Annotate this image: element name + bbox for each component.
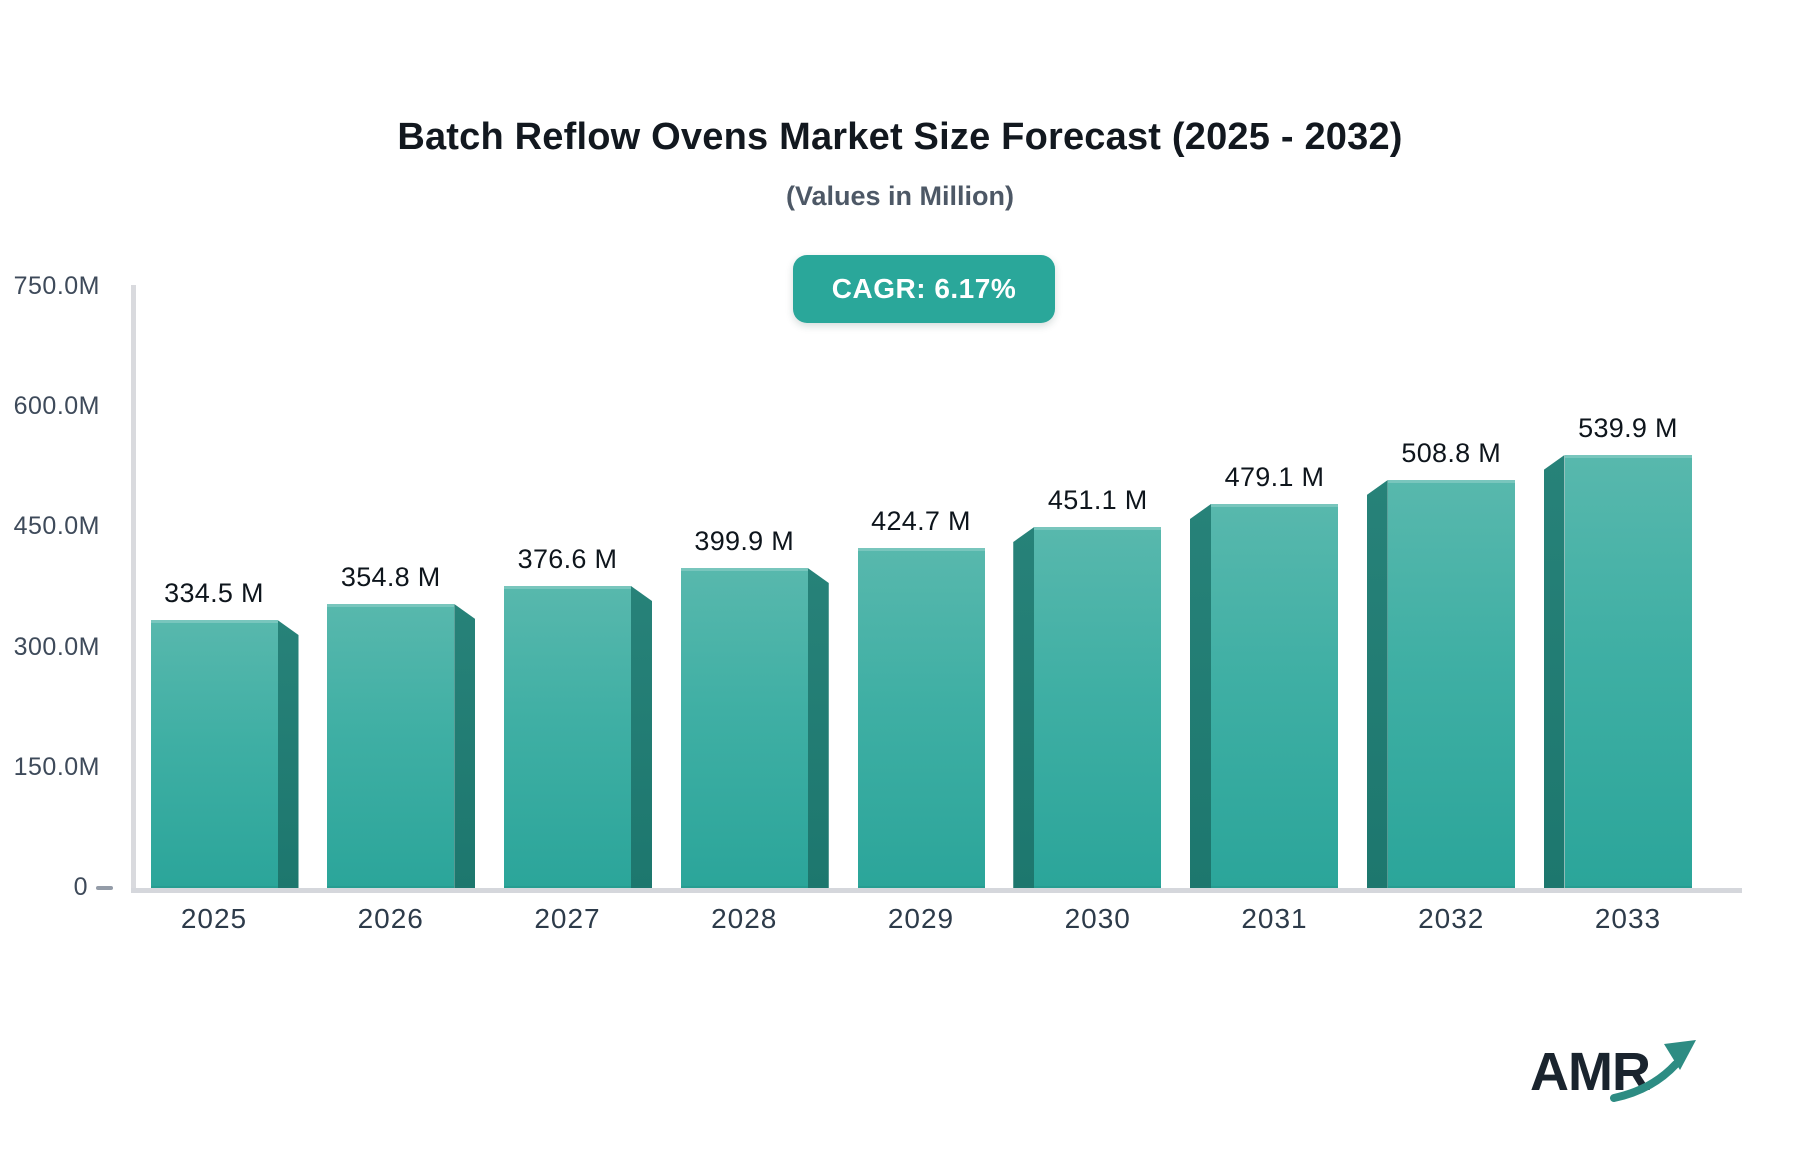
bar-value-label: 508.8 M: [1401, 438, 1502, 468]
bar-3d-side: [631, 586, 652, 888]
chart-subtitle: (Values in Million): [785, 181, 1015, 211]
bar-face: [1034, 527, 1162, 888]
bar-value-label: 539.9 M: [1578, 413, 1678, 443]
bar-2032: [1366, 480, 1515, 888]
bar-2033: [1543, 455, 1692, 888]
bar-3d-side: [1543, 455, 1565, 888]
bar-value-label: 334.5 M: [164, 578, 264, 608]
bar-face: [1211, 504, 1338, 888]
y-tick-label-300.0M: 300.0M: [13, 633, 100, 661]
bar-value-label: 424.7 M: [871, 506, 971, 536]
x-tick-label-2032: 2032: [1418, 903, 1485, 934]
y-tick-label-750.0M: 750.0M: [13, 272, 100, 300]
bar-face: [150, 620, 278, 888]
zero-tick-mark: [96, 886, 113, 890]
bar-face: [857, 548, 985, 888]
bar-value-label: 399.9 M: [694, 526, 795, 556]
y-axis-line: [131, 285, 136, 893]
bar-value-label: 451.1 M: [1047, 485, 1148, 515]
y-tick-label-150.0M: 150.0M: [13, 753, 100, 781]
bar-2026: [327, 604, 476, 888]
bar-2025: [150, 620, 299, 888]
x-tick-label-2027: 2027: [534, 903, 601, 934]
cagr-badge-label: CAGR: 6.17%: [831, 273, 1017, 304]
bar-2028: [680, 568, 829, 888]
x-tick-label-2029: 2029: [887, 903, 955, 934]
amr-logo: AMR: [1530, 1040, 1696, 1102]
bar-face: [1564, 455, 1692, 888]
bar-3d-side: [807, 568, 829, 888]
bar-face: [327, 604, 455, 888]
bar-value-label: 479.1 M: [1224, 462, 1325, 492]
bar-3d-side: [1190, 504, 1211, 888]
bar-3d-side: [1013, 527, 1035, 888]
bar-face: [504, 586, 631, 888]
x-tick-label-2026: 2026: [357, 903, 424, 934]
bar-3d-side: [454, 604, 476, 888]
growth-arrow-icon: [1610, 1060, 1680, 1102]
chart-title: Batch Reflow Ovens Market Size Forecast …: [397, 116, 1403, 158]
bar-3d-side: [1366, 480, 1388, 888]
bar-2027: [504, 586, 652, 888]
x-axis-baseline: [131, 888, 1742, 893]
y-tick-label-600.0M: 600.0M: [13, 392, 100, 420]
bar-face: [680, 568, 808, 888]
growth-arrow-head-icon: [1664, 1040, 1696, 1070]
x-tick-label-2031: 2031: [1241, 903, 1308, 934]
x-tick-label-2025: 2025: [180, 903, 248, 934]
bar-2030: [1013, 527, 1162, 888]
bar-face: [1387, 480, 1515, 888]
x-tick-label-2033: 2033: [1594, 903, 1662, 934]
bar-value-label: 354.8 M: [340, 562, 441, 592]
y-tick-label-0: 0: [73, 873, 88, 901]
x-tick-label-2028: 2028: [711, 903, 778, 934]
bar-3d-side: [277, 620, 299, 888]
y-tick-label-450.0M: 450.0M: [13, 512, 100, 540]
bar-2031: [1190, 504, 1338, 888]
x-tick-label-2030: 2030: [1064, 903, 1131, 934]
bar-value-label: 376.6 M: [517, 544, 618, 574]
cagr-badge: CAGR: 6.17%: [793, 255, 1055, 323]
bar-2029: [857, 548, 985, 888]
